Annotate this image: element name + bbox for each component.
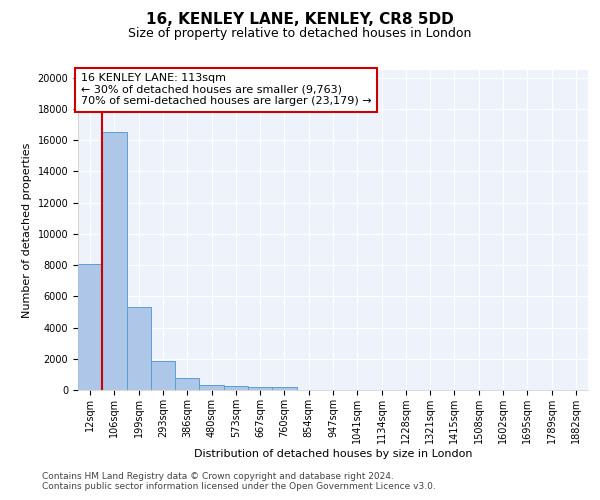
X-axis label: Distribution of detached houses by size in London: Distribution of detached houses by size … (194, 448, 472, 458)
Bar (78, 264, 102, 390)
Y-axis label: Number of detached properties: Number of detached properties (22, 142, 32, 318)
Text: Contains public sector information licensed under the Open Government Licence v3: Contains public sector information licen… (42, 482, 436, 491)
Bar (175, 378, 199, 390)
Text: Contains HM Land Registry data © Crown copyright and database right 2024.: Contains HM Land Registry data © Crown c… (42, 472, 394, 481)
Bar (272, 388, 296, 390)
Bar (151, 361, 175, 390)
Bar (102, 132, 127, 390)
Bar (199, 385, 224, 390)
Bar (127, 308, 151, 390)
Bar (248, 386, 272, 390)
Text: 16, KENLEY LANE, KENLEY, CR8 5DD: 16, KENLEY LANE, KENLEY, CR8 5DD (146, 12, 454, 28)
Text: Size of property relative to detached houses in London: Size of property relative to detached ho… (128, 28, 472, 40)
Text: 16 KENLEY LANE: 113sqm
← 30% of detached houses are smaller (9,763)
70% of semi-: 16 KENLEY LANE: 113sqm ← 30% of detached… (80, 73, 371, 106)
Bar (224, 386, 248, 390)
